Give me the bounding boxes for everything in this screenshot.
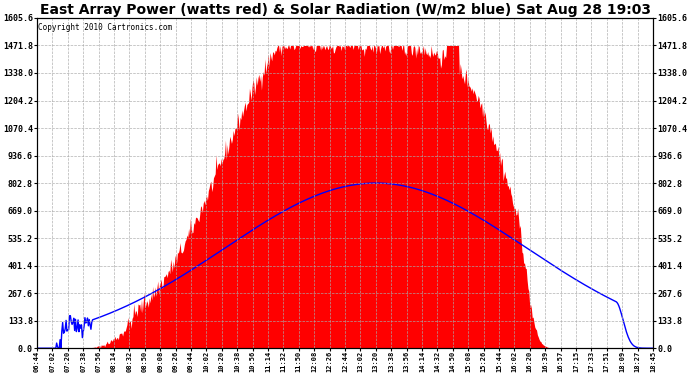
Text: Copyright 2010 Cartronics.com: Copyright 2010 Cartronics.com	[38, 23, 172, 32]
Title: East Array Power (watts red) & Solar Radiation (W/m2 blue) Sat Aug 28 19:03: East Array Power (watts red) & Solar Rad…	[39, 3, 651, 17]
